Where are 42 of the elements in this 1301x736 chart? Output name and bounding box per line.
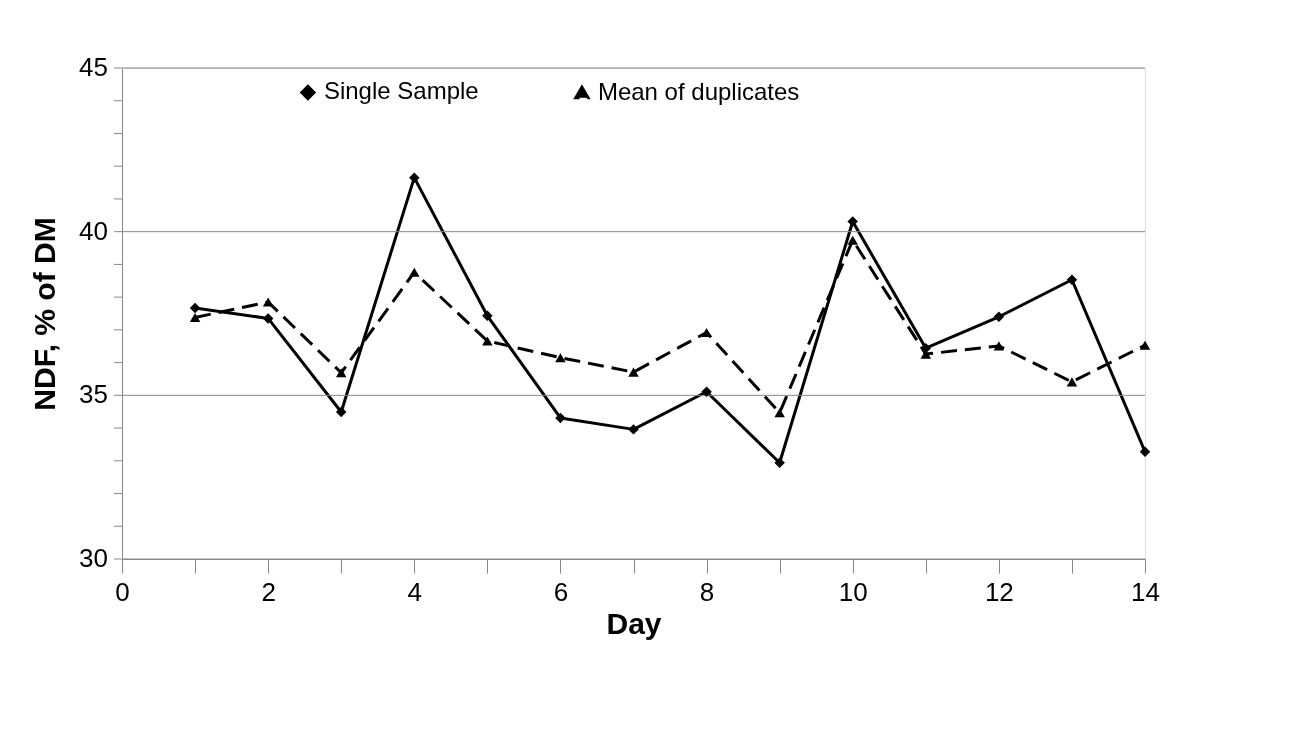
y-axis-title: NDF, % of DM <box>27 217 61 411</box>
y-tick-label: 35 <box>79 379 108 410</box>
legend-label: Single Sample <box>323 77 479 105</box>
point <box>189 312 201 322</box>
x-tick-label: 4 <box>407 576 423 607</box>
point <box>555 412 566 424</box>
y-tick-label: 45 <box>79 52 108 82</box>
point <box>701 327 712 338</box>
x-tick-label: 2 <box>261 576 276 607</box>
x-tick-label: 0 <box>115 576 130 607</box>
point <box>482 336 493 346</box>
point <box>189 302 201 314</box>
point <box>628 367 639 377</box>
point <box>628 424 639 435</box>
point <box>993 311 1005 323</box>
point <box>262 297 274 307</box>
x-tick-label: 14 <box>1131 576 1160 607</box>
point <box>409 267 420 277</box>
legend-label: Mean of duplicates <box>597 77 800 105</box>
y-tick-label: 40 <box>79 215 108 246</box>
point <box>774 408 785 418</box>
x-tick-label: 12 <box>984 576 1014 607</box>
point <box>262 313 274 324</box>
point <box>774 457 785 469</box>
point <box>847 235 858 245</box>
point <box>409 172 420 183</box>
point <box>335 406 347 418</box>
point <box>847 216 858 227</box>
point <box>555 353 566 363</box>
point <box>993 341 1005 351</box>
point <box>1139 340 1151 350</box>
x-tick-label: 6 <box>553 576 569 607</box>
point <box>1066 377 1078 387</box>
x-tick-label: 8 <box>699 576 715 607</box>
point <box>335 368 347 378</box>
point <box>701 386 712 397</box>
point <box>1066 274 1078 286</box>
y-tick-label: 30 <box>79 543 108 573</box>
x-axis-title: Day <box>606 606 662 640</box>
point <box>482 310 493 322</box>
x-tick-label: 10 <box>838 576 868 607</box>
point <box>1139 446 1151 457</box>
